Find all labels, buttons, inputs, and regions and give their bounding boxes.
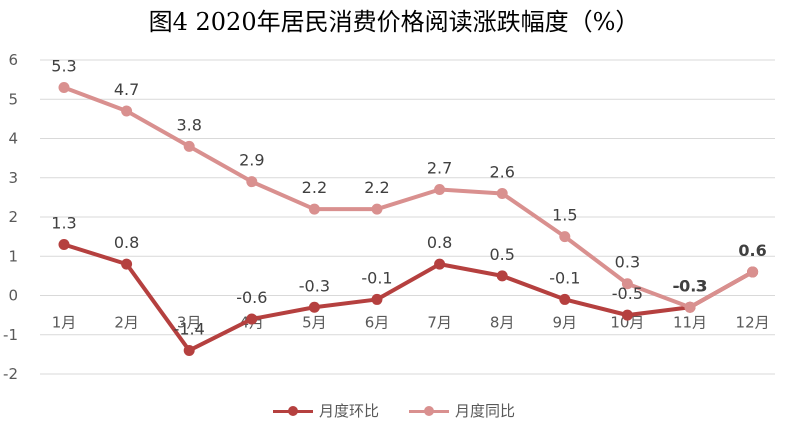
x-tick-label: 5月 [302, 314, 327, 332]
data-label: 0.6 [738, 241, 766, 260]
y-tick-label: 4 [8, 130, 18, 148]
data-label: -0.6 [236, 288, 267, 307]
data-point [747, 266, 759, 278]
data-label: 2.2 [364, 178, 389, 197]
data-label: 1.3 [51, 213, 76, 232]
data-point [371, 203, 383, 215]
legend-swatch-series-1 [409, 404, 449, 418]
y-tick-label: 5 [8, 90, 18, 108]
data-label: -0.5 [612, 284, 643, 303]
data-point [246, 176, 258, 188]
data-point [559, 231, 571, 243]
x-tick-label: 12月 [736, 314, 770, 332]
data-point [371, 293, 383, 305]
data-label: -0.3 [673, 276, 708, 295]
data-point [308, 301, 320, 313]
data-label: 2.9 [239, 151, 264, 170]
data-point [183, 344, 195, 356]
x-tick-label: 2月 [114, 314, 139, 332]
x-tick-label: 1月 [52, 314, 77, 332]
data-point [496, 187, 508, 199]
chart-title: 图4 2020年居民消费价格阅读涨跌幅度（%） [148, 8, 640, 36]
data-label: 0.8 [114, 233, 139, 252]
data-point [58, 238, 70, 250]
y-tick-label: 0 [8, 287, 18, 305]
legend-swatch-series-0 [272, 404, 313, 418]
legend-label-series-1: 月度同比 [455, 402, 516, 420]
data-label: 1.5 [552, 206, 577, 225]
data-label: -0.3 [299, 276, 330, 295]
data-point [684, 301, 696, 313]
y-tick-label: 2 [8, 208, 18, 226]
legend-item-series-0[interactable]: 月度环比 [272, 400, 379, 421]
data-point [559, 293, 571, 305]
data-label: -1.4 [174, 319, 205, 338]
data-point [183, 140, 195, 152]
data-label: 4.7 [114, 80, 139, 99]
data-label: 2.6 [489, 162, 514, 181]
x-tick-label: 9月 [553, 314, 578, 332]
legend-item-series-1[interactable]: 月度同比 [409, 400, 515, 421]
y-tick-label: 3 [8, 169, 18, 187]
data-label: -0.1 [361, 268, 392, 287]
data-point [246, 313, 258, 325]
data-point [434, 184, 446, 196]
x-tick-label: 3月 [177, 314, 202, 332]
line-chart: -2-101234561月2月3月4月5月6月7月8月9月10月11月12月1.… [3, 51, 775, 383]
data-label: 2.2 [302, 178, 327, 197]
y-tick-label: 1 [8, 247, 18, 265]
data-label: 2.7 [427, 159, 452, 178]
x-tick-label: 7月 [427, 314, 452, 332]
data-label: 0.3 [615, 253, 640, 272]
data-label: -0.1 [549, 268, 580, 287]
data-label: 5.3 [51, 56, 76, 75]
data-label: 0.8 [427, 233, 452, 252]
data-point [308, 203, 320, 215]
series-line-1 [62, 85, 755, 310]
x-tick-label: 8月 [490, 314, 515, 332]
data-point [121, 258, 133, 270]
series-line-0 [62, 242, 755, 353]
data-point [121, 105, 133, 117]
y-tick-label: 6 [8, 51, 18, 69]
data-point [58, 81, 70, 93]
x-tick-label: 10月 [610, 314, 644, 332]
data-point [434, 258, 446, 270]
y-tick-label: -1 [3, 326, 18, 344]
legend-label-series-0: 月度环比 [318, 402, 379, 420]
data-label: 0.5 [489, 245, 514, 264]
legend: 月度环比 月度同比 [0, 400, 788, 421]
data-label: 3.8 [176, 115, 201, 134]
data-point [621, 278, 633, 290]
data-point [496, 270, 508, 282]
x-tick-label: 11月 [673, 314, 707, 332]
x-tick-label: 6月 [365, 314, 390, 332]
data-point [621, 309, 633, 321]
data-label: -0.3 [674, 276, 705, 295]
y-tick-label: -2 [3, 365, 18, 383]
